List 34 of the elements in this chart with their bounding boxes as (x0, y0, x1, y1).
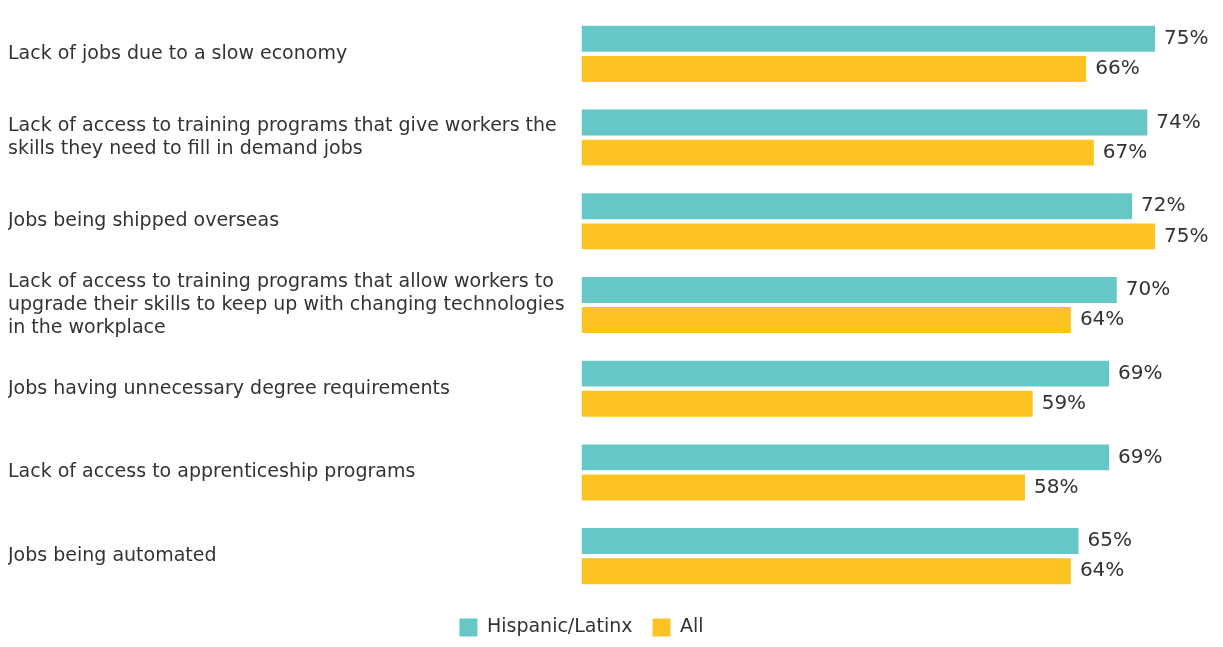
bar (581, 444, 1110, 471)
data-label: 66% (1095, 55, 1140, 80)
data-label: 67% (1102, 138, 1148, 163)
bar (581, 390, 1033, 417)
bar (581, 360, 1110, 387)
data-label: 70% (1125, 276, 1171, 301)
bar (581, 276, 1117, 303)
y-tick-label: Lack of access to training programs that give workers the skills they need to fill in demand jobs (8, 113, 557, 158)
data-label: 74% (1156, 108, 1201, 133)
legend-label: All (680, 614, 704, 637)
data-label: 58% (1034, 473, 1079, 498)
data-label: 69% (1118, 359, 1163, 384)
y-tick-label: Lack of access to training programs that allow workers to upgrade their skills to keep up with changing technologies in the workplace (8, 269, 565, 337)
data-label: 72% (1141, 192, 1186, 217)
data-label: 69% (1118, 443, 1163, 468)
bar (581, 139, 1094, 166)
bar (581, 109, 1148, 136)
data-label: 64% (1079, 557, 1125, 582)
bar (581, 474, 1026, 501)
bar (581, 223, 1155, 250)
legend-label: Hispanic/Latinx (486, 614, 633, 637)
y-tick-label: Lack of jobs due to a slow economy (8, 40, 348, 63)
bar (581, 55, 1087, 82)
bar (581, 307, 1071, 334)
data-label: 65% (1087, 527, 1132, 552)
bar (581, 25, 1155, 52)
data-label: 59% (1041, 389, 1087, 414)
data-label: 75% (1164, 24, 1209, 49)
data-label: 64% (1079, 306, 1125, 331)
data-label: 75% (1164, 222, 1209, 247)
y-tick-label: Lack of access to apprenticeship programs (8, 459, 416, 482)
bar (581, 558, 1071, 585)
bar (581, 528, 1079, 555)
bar (581, 193, 1133, 220)
